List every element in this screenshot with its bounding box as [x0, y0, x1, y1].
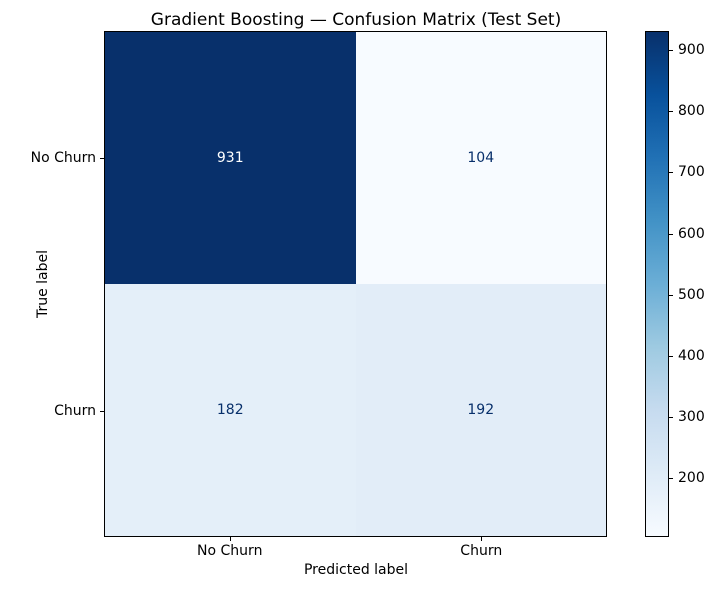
- x-tick-mark: [229, 537, 231, 541]
- x-tick-label: No Churn: [197, 543, 263, 559]
- colorbar-tick-mark: [669, 49, 673, 51]
- colorbar-tick-mark: [669, 294, 673, 296]
- colorbar-tick-label: 500: [678, 286, 705, 303]
- cell-value: 104: [467, 150, 495, 166]
- colorbar-tick-mark: [669, 417, 673, 419]
- cell-value: 931: [216, 150, 244, 166]
- colorbar: [645, 31, 669, 537]
- colorbar-tick-label: 300: [678, 409, 705, 426]
- heatmap-axes: 931 104 182 192: [104, 31, 607, 537]
- colorbar-tick-mark: [669, 233, 673, 235]
- x-tick-mark: [481, 537, 483, 541]
- colorbar-tick-mark: [669, 478, 673, 480]
- x-axis-label: Predicted label: [303, 562, 409, 578]
- colorbar-tick-label: 200: [678, 470, 705, 487]
- colorbar-tick-mark: [669, 172, 673, 174]
- cell-value: 192: [467, 402, 495, 418]
- heatmap-cell-r0c0: 931: [105, 32, 356, 284]
- x-tick-label: Churn: [460, 543, 503, 559]
- heatmap-cell-r0c1: 104: [355, 32, 606, 284]
- colorbar-tick-label: 400: [678, 347, 705, 364]
- y-tick-mark: [100, 410, 104, 412]
- chart-title: Gradient Boosting — Confusion Matrix (Te…: [150, 10, 562, 30]
- colorbar-tick-mark: [669, 355, 673, 357]
- y-tick-mark: [100, 157, 104, 159]
- y-axis-label: True label: [35, 249, 51, 319]
- colorbar-tick-label: 700: [678, 164, 705, 181]
- cell-value: 182: [216, 402, 244, 418]
- heatmap-cell-r1c1: 192: [355, 284, 606, 536]
- colorbar-tick-label: 900: [678, 41, 705, 58]
- colorbar-tick-label: 600: [678, 225, 705, 242]
- colorbar-tick-mark: [669, 111, 673, 113]
- y-tick-label: No Churn: [30, 149, 96, 166]
- colorbar-tick-label: 800: [678, 103, 705, 120]
- y-tick-label: Churn: [54, 402, 96, 419]
- heatmap-cell-r1c0: 182: [105, 284, 356, 536]
